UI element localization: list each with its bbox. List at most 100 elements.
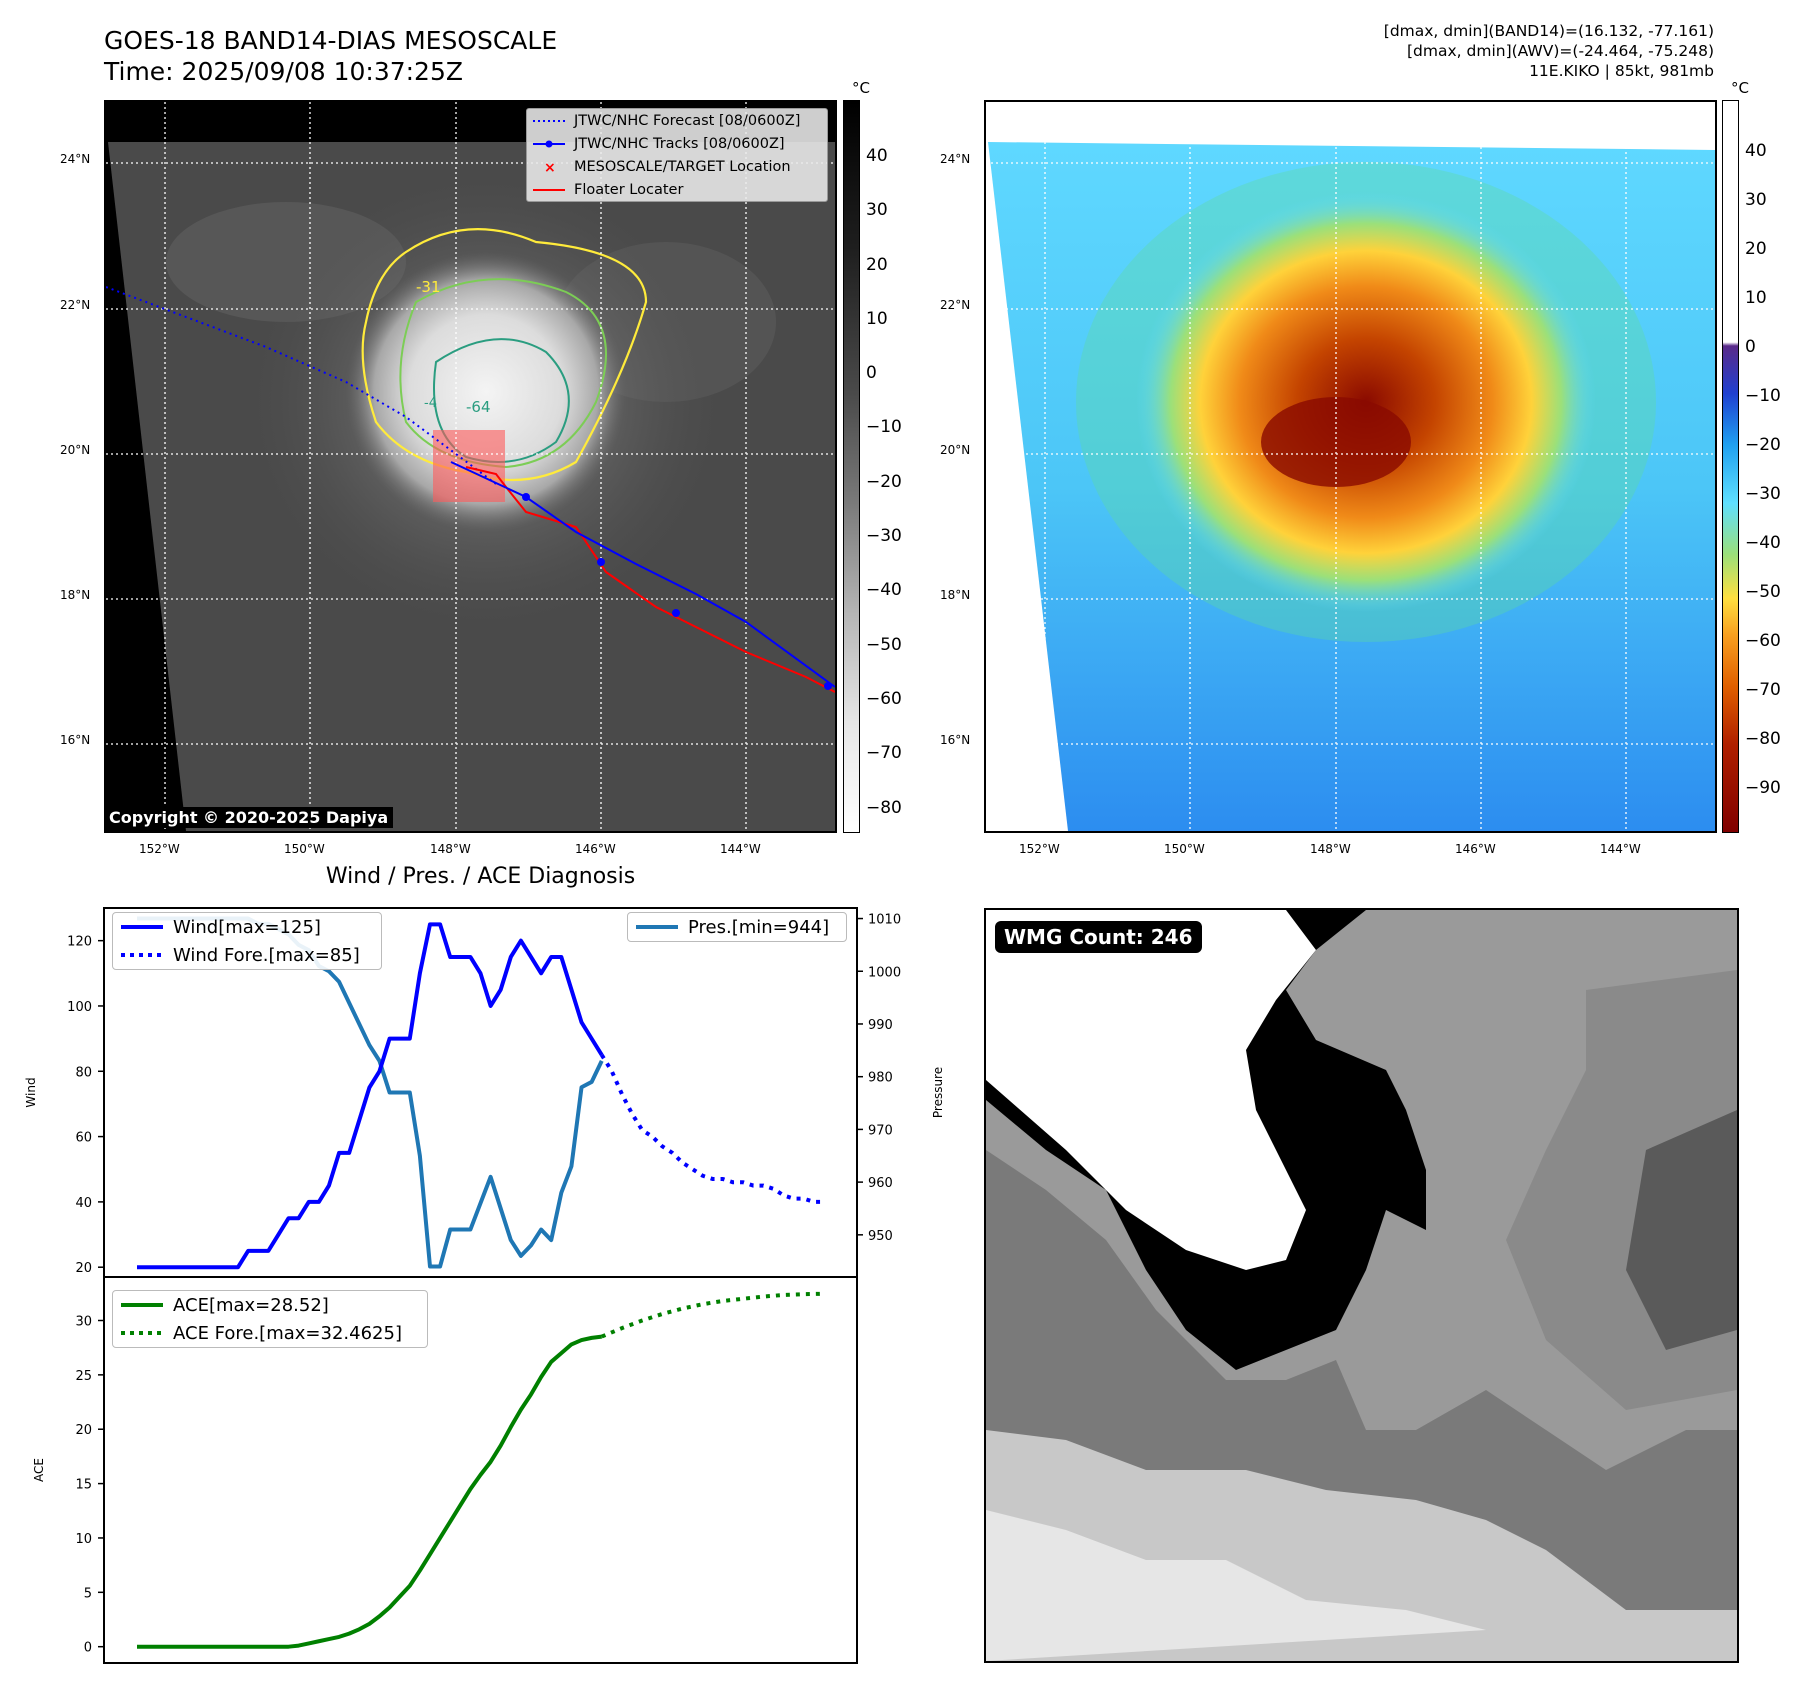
wind-ytick-label: 80	[75, 1065, 92, 1080]
ir-lat-tick-22: 22°N	[60, 298, 91, 312]
legend-tracks: JTWC/NHC Tracks [08/0600Z]	[527, 132, 827, 155]
ir-colorbar	[843, 100, 860, 833]
wv-cb-m40: −40	[1745, 533, 1781, 553]
ace-forecast-line	[600, 1291, 825, 1339]
legend-wind-fore-label: Wind Fore.[max=85]	[173, 944, 360, 966]
legend-tracks-label: JTWC/NHC Tracks [08/0600Z]	[574, 135, 785, 152]
wv-cb-40: 40	[1745, 141, 1767, 161]
legend-ace: ACE[max=28.52]	[113, 1291, 427, 1319]
wv-lon-tick-150: 150°W	[1164, 842, 1205, 856]
legend-floater-label: Floater Locater	[574, 181, 684, 198]
legend-tracks-swatch	[533, 140, 565, 147]
legend-wind-fore-swatch	[121, 953, 163, 957]
ir-cb-m70: −70	[866, 743, 902, 763]
legend-ace-swatch	[121, 1303, 163, 1307]
ir-map-image: -31 -64 -4	[106, 102, 835, 831]
info-awv-range: [dmax, dmin](AWV)=(-24.464, -75.248)	[1407, 42, 1714, 60]
wv-lat-tick-24: 24°N	[940, 152, 971, 166]
ace-ytick-label: 5	[84, 1586, 92, 1601]
ir-colorbar-ticks: 40 30 20 10 0 −10 −20 −30 −40 −50 −60 −7…	[866, 100, 916, 833]
ace-ytick-label: 0	[84, 1641, 92, 1656]
legend-forecast: JTWC/NHC Forecast [08/0600Z]	[527, 109, 827, 132]
ir-cb-m50: −50	[866, 635, 902, 655]
info-storm-id: 11E.KIKO | 85kt, 981mb	[1529, 62, 1714, 80]
legend-wind: Wind[max=125]	[113, 913, 381, 941]
ace-line	[137, 1334, 602, 1649]
wind-forecast-line	[600, 1053, 824, 1204]
wv-map-image	[986, 102, 1715, 831]
diagnosis-title: Wind / Pres. / ACE Diagnosis	[325, 864, 636, 889]
svg-text:×: ×	[544, 161, 556, 173]
legend-target-label: MESOSCALE/TARGET Location	[574, 158, 791, 175]
pressure-axis-label: Pressure	[931, 1067, 945, 1118]
wv-cb-m90: −90	[1745, 778, 1781, 798]
legend-wind-fore: Wind Fore.[max=85]	[113, 941, 381, 969]
wv-lon-tick-144: 144°W	[1600, 842, 1641, 856]
ir-gridlines	[106, 102, 835, 831]
mesoscale-target-box	[433, 430, 505, 502]
wv-cb-m10: −10	[1745, 386, 1781, 406]
wmg-image	[986, 910, 1737, 1661]
storm-info: [dmax, dmin](BAND14)=(16.132, -77.161) […	[1384, 21, 1714, 81]
wv-lon-ticks: 152°W 150°W 148°W 146°W 144°W	[984, 842, 1717, 862]
ir-lat-tick-18: 18°N	[60, 588, 91, 602]
wind-line	[137, 922, 604, 1270]
ace-axis-label: ACE	[32, 1458, 46, 1482]
figure-title: GOES-18 BAND14-DIAS MESOSCALE Time: 2025…	[104, 25, 557, 87]
ir-lat-tick-20: 20°N	[60, 443, 91, 457]
wv-cb-m30: −30	[1745, 484, 1781, 504]
contour-label-3: -4	[424, 396, 437, 411]
ir-cb-40: 40	[866, 146, 888, 166]
ir-cb-10: 10	[866, 309, 888, 329]
legend-target: × MESOSCALE/TARGET Location	[527, 155, 827, 178]
ir-map-panel: -31 -64 -4	[104, 100, 837, 833]
figure-title-line1: GOES-18 BAND14-DIAS MESOSCALE	[104, 26, 558, 55]
wv-cb-m20: −20	[1745, 435, 1781, 455]
wv-lon-tick-152: 152°W	[1019, 842, 1060, 856]
wv-cb-m60: −60	[1745, 631, 1781, 651]
wv-gridlines	[986, 102, 1715, 831]
legend-floater: Floater Locater	[527, 178, 827, 201]
floater-line	[465, 466, 835, 693]
wind-axis-label: Wind	[24, 1077, 38, 1107]
ace-ytick-label: 10	[75, 1532, 92, 1547]
contour-green	[399, 278, 607, 469]
pres-ytick-label: 990	[868, 1018, 893, 1033]
ace-legend: ACE[max=28.52] ACE Fore.[max=32.4625]	[112, 1290, 428, 1348]
pres-ytick-label: 950	[868, 1229, 893, 1244]
wv-cb-20: 20	[1745, 239, 1767, 259]
info-band14-range: [dmax, dmin](BAND14)=(16.132, -77.161)	[1383, 22, 1714, 40]
ir-map-legend: JTWC/NHC Forecast [08/0600Z] JTWC/NHC Tr…	[526, 108, 828, 202]
wv-lat-ticks: 24°N 22°N 20°N 18°N 16°N	[940, 100, 980, 833]
ir-lon-tick-150: 150°W	[284, 842, 325, 856]
ace-ytick-label: 15	[75, 1478, 92, 1493]
wv-colorbar	[1722, 100, 1739, 833]
pres-ytick-label: 970	[868, 1123, 893, 1138]
pres-ytick-label: 1000	[868, 965, 901, 980]
ir-lon-tick-152: 152°W	[139, 842, 180, 856]
ir-lon-tick-148: 148°W	[430, 842, 471, 856]
legend-ace-fore-swatch	[121, 1331, 163, 1335]
pres-ytick-label: 980	[868, 1071, 893, 1086]
wmg-panel	[984, 908, 1739, 1663]
wind-ytick-label: 20	[75, 1261, 92, 1276]
ir-cb-m80: −80	[866, 798, 902, 818]
wind-legend: Wind[max=125] Wind Fore.[max=85]	[112, 912, 382, 970]
legend-floater-swatch	[533, 188, 565, 191]
wind-ytick-label: 40	[75, 1196, 92, 1211]
legend-wind-swatch	[121, 925, 163, 929]
ir-cb-30: 30	[866, 200, 888, 220]
wmg-white-region	[986, 910, 1316, 1270]
wv-cb-m80: −80	[1745, 729, 1781, 749]
ir-colorbar-unit: °C	[852, 79, 870, 97]
wind-ytick-label: 120	[67, 935, 92, 950]
ir-lat-ticks: 24°N 22°N 20°N 18°N 16°N	[60, 100, 100, 833]
contour-yellow	[361, 228, 648, 482]
figure-title-line2: Time: 2025/09/08 10:37:25Z	[104, 57, 463, 86]
ir-cb-m40: −40	[866, 580, 902, 600]
ir-cb-m10: −10	[866, 417, 902, 437]
wmg-count-badge: WMG Count: 246	[995, 921, 1202, 953]
legend-forecast-label: JTWC/NHC Forecast [08/0600Z]	[574, 112, 801, 129]
wv-colorbar-unit: °C	[1731, 79, 1749, 97]
ir-cb-20: 20	[866, 255, 888, 275]
